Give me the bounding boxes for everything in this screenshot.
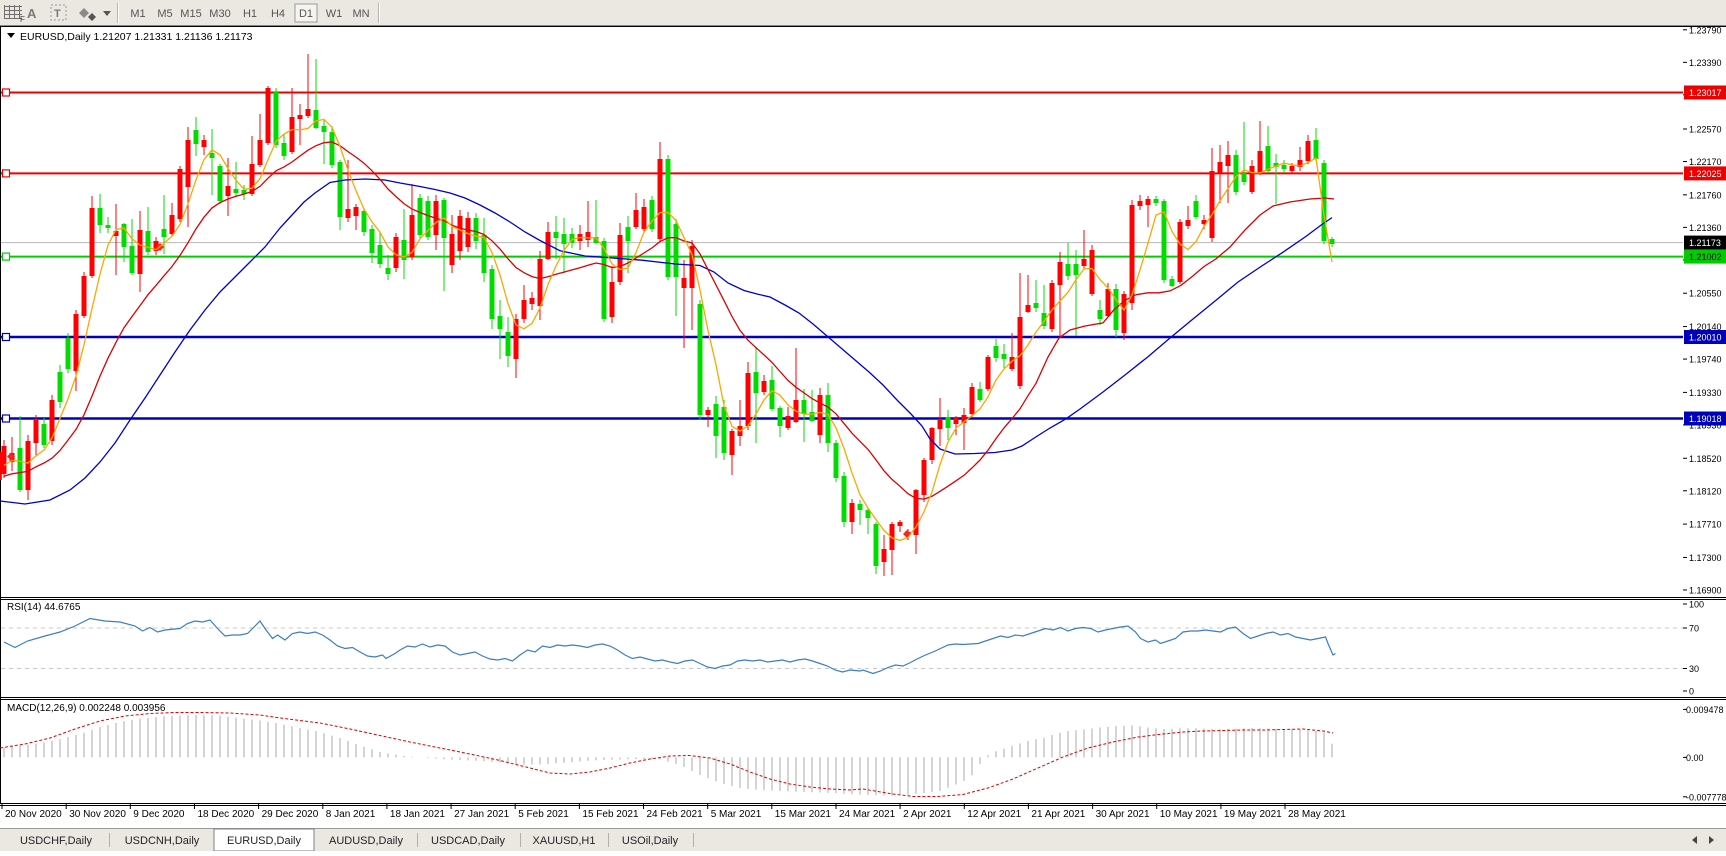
- svg-text:15 Feb 2021: 15 Feb 2021: [582, 809, 639, 820]
- svg-text:24 Feb 2021: 24 Feb 2021: [647, 809, 704, 820]
- svg-text:0.009478: 0.009478: [1686, 705, 1724, 715]
- svg-text:MACD(12,26,9) 0.002248 0.00395: MACD(12,26,9) 0.002248 0.003956: [7, 703, 166, 714]
- svg-text:1.23017: 1.23017: [1689, 88, 1722, 98]
- svg-text:EURUSD,Daily: EURUSD,Daily: [227, 835, 301, 847]
- svg-text:M15: M15: [180, 8, 201, 20]
- svg-text:RSI(14) 44.6765: RSI(14) 44.6765: [7, 602, 81, 613]
- svg-text:1.20010: 1.20010: [1689, 333, 1722, 343]
- svg-text:30 Nov 2020: 30 Nov 2020: [69, 809, 126, 820]
- svg-text:0: 0: [1689, 687, 1694, 697]
- svg-text:1.20550: 1.20550: [1689, 289, 1722, 299]
- svg-text:1.23390: 1.23390: [1689, 58, 1722, 68]
- svg-text:5 Mar 2021: 5 Mar 2021: [711, 809, 762, 820]
- svg-text:H4: H4: [271, 8, 285, 20]
- svg-text:1.21002: 1.21002: [1689, 252, 1722, 262]
- svg-text:USOil,Daily: USOil,Daily: [622, 835, 679, 847]
- svg-text:18 Dec 2020: 18 Dec 2020: [198, 809, 255, 820]
- svg-text:AUDUSD,Daily: AUDUSD,Daily: [329, 835, 403, 847]
- svg-text:21 Apr 2021: 21 Apr 2021: [1031, 809, 1085, 820]
- svg-text:19 May 2021: 19 May 2021: [1224, 809, 1282, 820]
- svg-text:T: T: [54, 8, 61, 20]
- svg-text:30: 30: [1689, 664, 1699, 674]
- svg-text:1.22570: 1.22570: [1689, 124, 1722, 134]
- svg-text:100: 100: [1689, 600, 1704, 610]
- svg-text:18 Jan 2021: 18 Jan 2021: [390, 809, 445, 820]
- svg-text:1.21360: 1.21360: [1689, 223, 1722, 233]
- svg-text:1.18120: 1.18120: [1689, 486, 1722, 496]
- svg-text:W1: W1: [326, 8, 343, 20]
- svg-text:1.21173: 1.21173: [1689, 238, 1721, 248]
- svg-text:1.19018: 1.19018: [1689, 414, 1722, 424]
- svg-text:8 Jan 2021: 8 Jan 2021: [326, 809, 376, 820]
- svg-text:MN: MN: [352, 8, 369, 20]
- svg-text:12 Apr 2021: 12 Apr 2021: [967, 809, 1021, 820]
- svg-text:USDCAD,Daily: USDCAD,Daily: [431, 835, 505, 847]
- svg-text:1.16900: 1.16900: [1689, 585, 1722, 595]
- svg-text:1.20140: 1.20140: [1689, 322, 1722, 332]
- svg-text:D1: D1: [299, 8, 313, 20]
- svg-text:A: A: [27, 6, 37, 21]
- svg-text:M30: M30: [209, 8, 230, 20]
- svg-text:1.23790: 1.23790: [1689, 25, 1722, 35]
- svg-text:1.19330: 1.19330: [1689, 388, 1722, 398]
- svg-text:H1: H1: [243, 8, 257, 20]
- svg-text:M1: M1: [130, 8, 145, 20]
- svg-text:1.21760: 1.21760: [1689, 190, 1722, 200]
- svg-text:1.22170: 1.22170: [1689, 157, 1722, 167]
- svg-text:USDCNH,Daily: USDCNH,Daily: [125, 835, 200, 847]
- svg-text:27 Jan 2021: 27 Jan 2021: [454, 809, 509, 820]
- svg-text:-0.007778: -0.007778: [1686, 792, 1726, 802]
- svg-text:28 May 2021: 28 May 2021: [1288, 809, 1346, 820]
- svg-text:29 Dec 2020: 29 Dec 2020: [262, 809, 319, 820]
- svg-text:20 Nov 2020: 20 Nov 2020: [5, 809, 62, 820]
- svg-text:2 Apr 2021: 2 Apr 2021: [903, 809, 952, 820]
- svg-text:1.18520: 1.18520: [1689, 454, 1722, 464]
- svg-text:10 May 2021: 10 May 2021: [1160, 809, 1218, 820]
- svg-text:XAUUSD,H1: XAUUSD,H1: [533, 835, 596, 847]
- svg-text:USDCHF,Daily: USDCHF,Daily: [20, 835, 93, 847]
- svg-text:EURUSD,Daily 1.21207 1.21331: EURUSD,Daily 1.21207 1.21331 1.21136 1.2…: [20, 31, 253, 43]
- svg-text:9 Dec 2020: 9 Dec 2020: [133, 809, 185, 820]
- svg-text:30 Apr 2021: 30 Apr 2021: [1096, 809, 1150, 820]
- svg-text:1.19740: 1.19740: [1689, 355, 1722, 365]
- svg-text:24 Mar 2021: 24 Mar 2021: [839, 809, 896, 820]
- svg-text:0.00: 0.00: [1686, 753, 1704, 763]
- svg-text:F: F: [20, 15, 25, 24]
- svg-text:1.17300: 1.17300: [1689, 553, 1722, 563]
- svg-text:1.22025: 1.22025: [1689, 169, 1722, 179]
- svg-text:70: 70: [1689, 624, 1699, 634]
- svg-text:5 Feb 2021: 5 Feb 2021: [518, 809, 569, 820]
- svg-text:15 Mar 2021: 15 Mar 2021: [775, 809, 832, 820]
- svg-text:M5: M5: [157, 8, 172, 20]
- svg-text:1.17710: 1.17710: [1689, 520, 1722, 530]
